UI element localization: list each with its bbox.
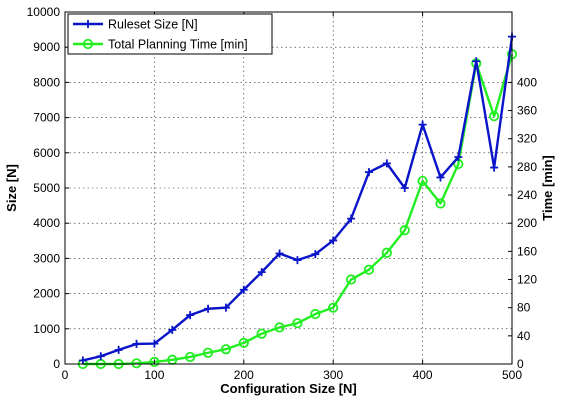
x-tick-label: 400: [413, 368, 433, 382]
data-point-ruleset: [400, 184, 409, 192]
data-point-time: [435, 198, 446, 209]
data-point-ruleset: [168, 325, 177, 334]
left-y-tick-label: 0: [53, 357, 60, 371]
plot-area: [65, 12, 512, 364]
left-y-tick-label: 7000: [33, 111, 60, 125]
right-y-tick-label: 240: [517, 188, 537, 202]
legend-marker-ruleset: [84, 20, 92, 28]
data-point-time: [399, 225, 410, 236]
data-point-time: [256, 328, 267, 339]
legend-label-time: Total Planning Time [min]: [108, 38, 248, 52]
right-y-axis-title: Time [min]: [540, 155, 555, 221]
data-point-ruleset: [204, 304, 213, 313]
x-tick-label: 100: [144, 368, 164, 382]
data-point-ruleset: [239, 285, 248, 294]
data-point-time: [238, 337, 249, 348]
data-point-ruleset: [382, 159, 391, 168]
data-point-ruleset: [78, 356, 87, 365]
x-tick-label: 300: [323, 368, 343, 382]
data-point-time: [310, 308, 321, 320]
legend-label-ruleset: Ruleset Size [N]: [108, 18, 198, 32]
right-y-tick-label: 280: [517, 160, 537, 174]
data-point-time: [292, 318, 303, 329]
right-y-tick-label: 40: [517, 329, 531, 343]
data-point-ruleset: [293, 256, 302, 265]
left-y-tick-label: 10000: [27, 5, 61, 19]
data-point-ruleset: [472, 57, 481, 66]
data-point-time: [274, 322, 285, 333]
data-point-ruleset: [364, 168, 373, 177]
data-point-time: [417, 175, 428, 187]
axes: 0 100 200 300 400 500010002000300040005000600…: [27, 5, 538, 382]
data-point-time: [220, 344, 232, 355]
data-point-ruleset: [418, 120, 427, 129]
data-point-time: [149, 356, 160, 367]
legend-box: [67, 13, 273, 55]
x-tick-label: 500: [502, 368, 522, 382]
data-point-ruleset: [221, 303, 230, 312]
left-y-tick-label: 9000: [33, 40, 60, 54]
left-y-tick-label: 3000: [33, 251, 60, 265]
x-axis-title: Configuration Size [N]: [220, 381, 357, 396]
left-y-tick-label: 5000: [33, 181, 60, 195]
left-y-tick-label: 2000: [33, 287, 60, 301]
data-point-time: [363, 264, 375, 275]
right-y-tick-label: 0: [517, 357, 524, 371]
left-y-tick-label: 6000: [33, 146, 60, 160]
data-point-ruleset: [275, 249, 284, 258]
data-point-time: [345, 274, 357, 285]
data-point-ruleset: [257, 268, 266, 277]
data-point-time: [202, 347, 214, 358]
x-tick-label: 0: [62, 368, 69, 382]
data-point-ruleset: [96, 352, 105, 361]
legend: Ruleset Size [N] Total Planning Time [mi…: [67, 13, 273, 55]
data-point-ruleset: [490, 163, 499, 172]
data-point-time: [328, 302, 339, 313]
right-y-tick-label: 80: [517, 301, 531, 315]
data-point-time: [381, 247, 392, 258]
x-tick-label: 200: [234, 368, 254, 382]
data-point-time: [131, 358, 142, 369]
data-point-ruleset: [311, 250, 320, 259]
data-point-ruleset: [454, 153, 463, 162]
left-y-tick-label: 1000: [33, 322, 60, 336]
data-point-ruleset: [329, 236, 338, 245]
left-y-tick-label: 8000: [33, 75, 60, 89]
right-y-tick-label: 200: [517, 216, 537, 230]
right-y-tick-label: 400: [517, 75, 537, 89]
right-y-tick-label: 120: [517, 273, 537, 287]
data-point-time: [489, 111, 500, 122]
data-point-ruleset: [186, 311, 195, 320]
data-point-ruleset: [150, 339, 159, 348]
data-point-ruleset: [114, 345, 123, 354]
right-y-tick-label: 160: [517, 244, 537, 258]
data-point-ruleset: [132, 339, 141, 348]
data-point-ruleset: [347, 214, 356, 223]
gridlines: [65, 12, 512, 364]
data-point-time: [185, 351, 196, 363]
left-y-tick-label: 4000: [33, 216, 60, 230]
right-y-tick-label: 360: [517, 104, 537, 118]
legend-marker-time: [82, 38, 94, 50]
left-y-axis-title: Size [N]: [4, 164, 19, 212]
right-y-tick-label: 320: [517, 132, 537, 146]
data-point-ruleset: [436, 173, 445, 182]
